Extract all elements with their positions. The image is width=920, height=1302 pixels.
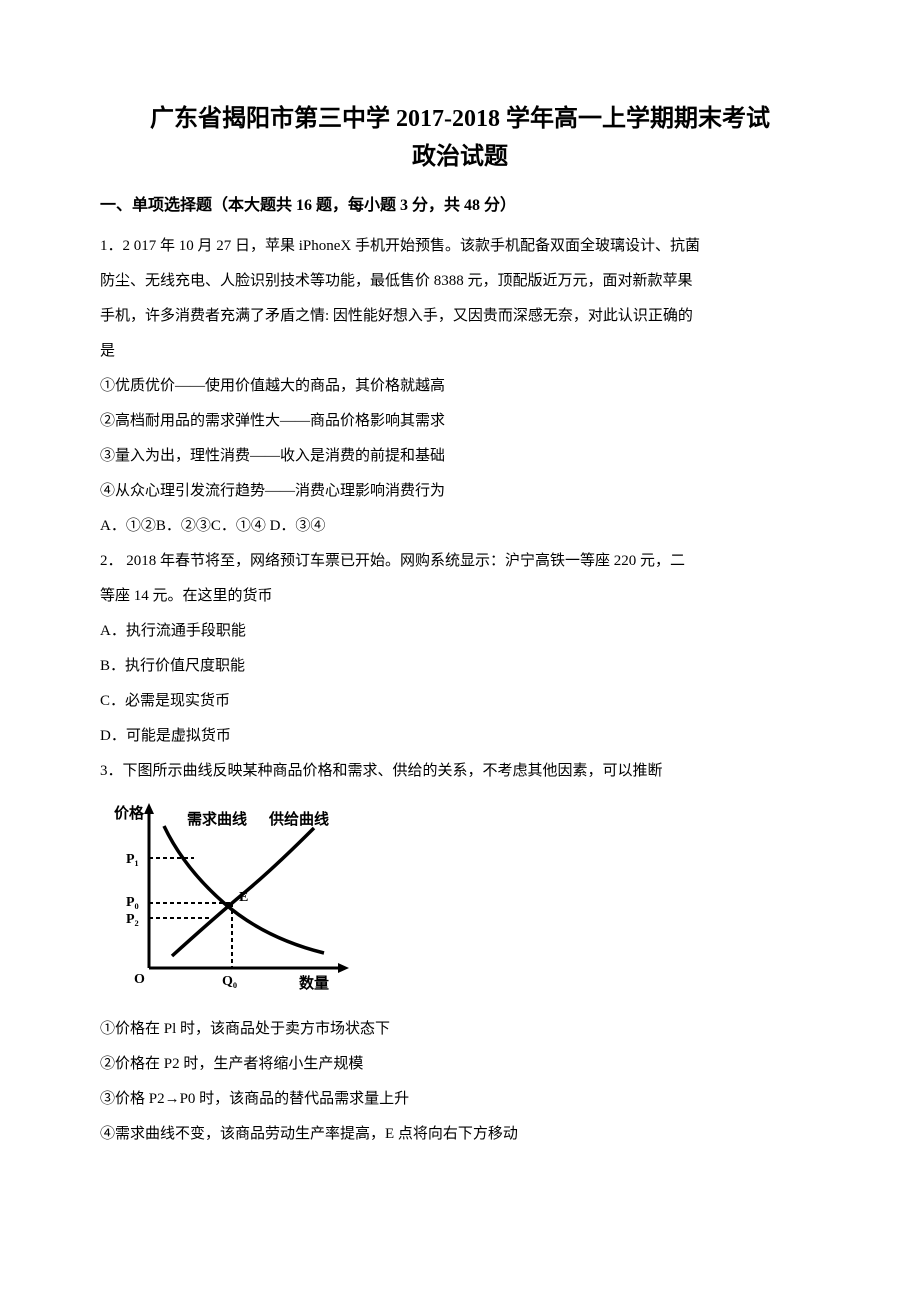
q1-option2: ②高档耐用品的需求弹性大——商品价格影响其需求 [100,405,820,438]
q1-option3: ③量入为出，理性消费——收入是消费的前提和基础 [100,440,820,473]
y-axis-label: 价格 [114,804,145,822]
o-label: O [134,972,145,987]
e-label: E [239,890,248,905]
q2-stem-line2: 等座 14 元。在这里的货币 [100,580,820,613]
q3-option3: ③价格 P2→P0 时，该商品的替代品需求量上升 [100,1083,820,1116]
q0-label: Q₀ [222,974,237,989]
q1-stem-line1: 1．2 017 年 10 月 27 日，苹果 iPhoneX 手机开始预售。该款… [100,230,820,263]
q3-stem: 3．下图所示曲线反映某种商品价格和需求、供给的关系，不考虑其他因素，可以推断 [100,755,820,788]
q3-option4: ④需求曲线不变，该商品劳动生产率提高，E 点将向右下方移动 [100,1118,820,1151]
supply-demand-chart: 价格 需求曲线 供给曲线 P₁ P₀ P₂ E O Q₀ 数量 [100,798,820,1003]
exam-title-line2: 政治试题 [100,138,820,176]
x-axis-label: 数量 [299,974,329,992]
supply-label: 供给曲线 [268,810,329,828]
q1-option4: ④从众心理引发流行趋势——消费心理影响消费行为 [100,475,820,508]
q1-stem-line4: 是 [100,335,820,368]
q3-option2: ②价格在 P2 时，生产者将缩小生产规模 [100,1048,820,1081]
q1-choices: A．①②B．②③C．①④ D．③④ [100,510,820,543]
q3-option1: ①价格在 Pl 时，该商品处于卖方市场状态下 [100,1013,820,1046]
x-axis-arrow [338,963,349,973]
q2-optA: A．执行流通手段职能 [100,615,820,648]
q1-stem-line3: 手机，许多消费者充满了矛盾之情: 因性能好想入手，又因贵而深感无奈，对此认识正确… [100,300,820,333]
exam-title-line1: 广东省揭阳市第三中学 2017-2018 学年高一上学期期末考试 [100,100,820,138]
q1-stem-line2: 防尘、无线充电、人脸识别技术等功能，最低售价 8388 元，顶配版近万元，面对新… [100,265,820,298]
section-heading: 一、单项选择题（本大题共 16 题，每小题 3 分，共 48 分） [100,193,820,219]
p2-label: P₂ [126,912,139,927]
q2-stem-line1: 2． 2018 年春节将至，网络预订车票已开始。网购系统显示：沪宁高铁一等座 2… [100,545,820,578]
q1-option1: ①优质优价——使用价值越大的商品，其价格就越高 [100,370,820,403]
p1-label: P₁ [126,852,139,867]
q2-optD: D．可能是虚拟货币 [100,720,820,753]
p0-label: P₀ [126,895,139,910]
q2-optC: C．必需是现实货币 [100,685,820,718]
y-axis-arrow [144,803,154,814]
q2-optB: B．执行价值尺度职能 [100,650,820,683]
demand-label: 需求曲线 [187,810,247,828]
chart-svg: 价格 需求曲线 供给曲线 P₁ P₀ P₂ E O Q₀ 数量 [104,798,364,998]
